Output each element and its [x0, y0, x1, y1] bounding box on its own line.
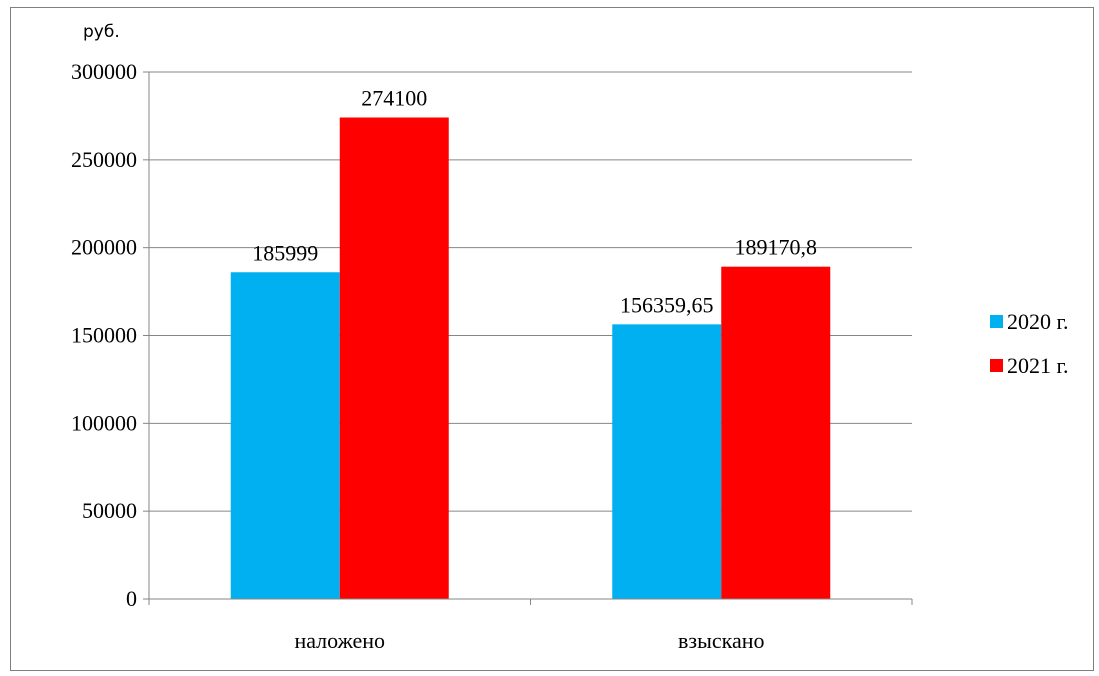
- y-tick-label: 200000: [71, 235, 137, 260]
- x-category-label: наложено: [294, 628, 385, 653]
- legend-swatch: [990, 359, 1003, 372]
- y-tick-label: 250000: [71, 147, 137, 172]
- bar-series-1: [612, 324, 722, 599]
- data-label: 274100: [361, 85, 427, 110]
- bar-series-2: [721, 266, 831, 599]
- chart-frame: [10, 7, 1094, 671]
- axes: [143, 71, 913, 605]
- y-tick-label: 300000: [71, 59, 137, 84]
- data-label: 189170,8: [735, 235, 818, 260]
- legend-label: 2020 г.: [1007, 309, 1069, 334]
- data-labels: 185999 274100 156359,65 189170,8: [252, 85, 817, 317]
- y-tick-label: 50000: [82, 498, 137, 523]
- data-label: 185999: [252, 240, 318, 265]
- y-tick-labels: 0 50000 100000 150000 200000 250000 300000: [71, 59, 137, 611]
- bar-series-2: [339, 117, 449, 599]
- y-tick-label: 100000: [71, 410, 137, 435]
- y-tick-label: 150000: [71, 323, 137, 348]
- y-tick-label: 0: [126, 586, 137, 611]
- legend-swatch: [990, 315, 1003, 328]
- legend-label: 2021 г.: [1007, 353, 1069, 378]
- x-category-label: взыскано: [678, 628, 765, 653]
- bars: [230, 117, 831, 599]
- x-tick-labels: наложено взыскано: [294, 628, 764, 653]
- data-label: 156359,65: [620, 292, 714, 317]
- legend: 2020 г. 2021 г.: [990, 309, 1069, 378]
- bar-series-1: [230, 272, 340, 599]
- y-axis-unit-label: руб.: [83, 22, 120, 42]
